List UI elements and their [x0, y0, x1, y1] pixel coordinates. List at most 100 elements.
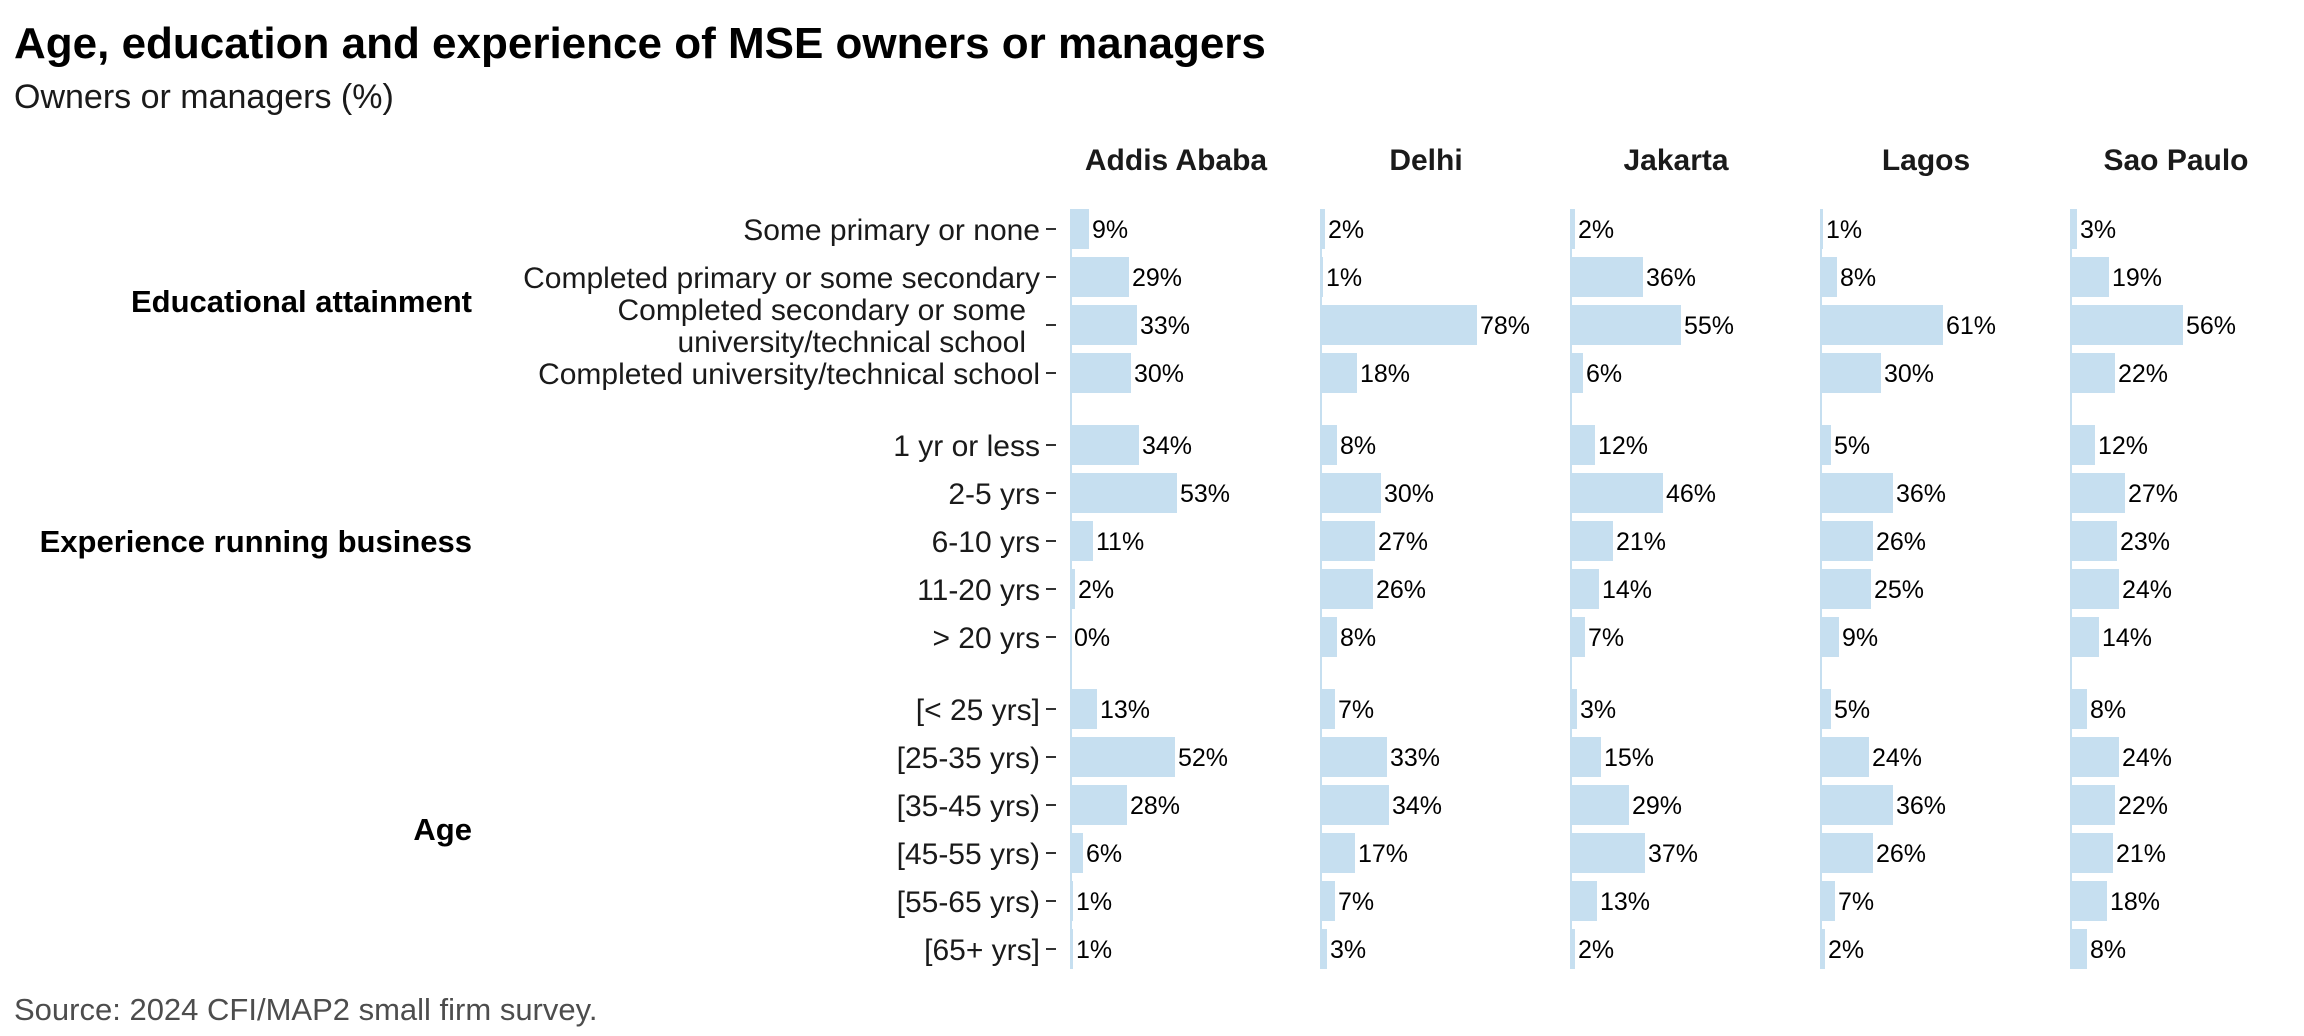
value-label: 9% — [1092, 216, 1128, 244]
bar — [1571, 425, 1595, 465]
bar — [1821, 473, 1893, 513]
bar — [1571, 521, 1613, 561]
value-label: 1% — [1076, 888, 1112, 916]
panel-title: Sao Paulo — [2103, 144, 2248, 177]
value-label: 52% — [1178, 744, 1228, 772]
bar — [2071, 209, 2077, 249]
chart-subtitle: Owners or managers (%) — [14, 78, 394, 116]
bar — [1321, 305, 1477, 345]
panel-title: Delhi — [1389, 144, 1462, 177]
bar — [2071, 425, 2095, 465]
bar — [1321, 209, 1325, 249]
bar — [1821, 785, 1893, 825]
value-label: 24% — [2122, 576, 2172, 604]
value-label: 13% — [1100, 696, 1150, 724]
bar — [1071, 425, 1139, 465]
value-label: 3% — [2080, 216, 2116, 244]
row-label: [< 25 yrs] — [916, 694, 1040, 727]
bar — [1821, 305, 1943, 345]
bar — [2071, 881, 2107, 921]
group-label: Educational attainment — [131, 284, 472, 319]
value-label: 36% — [1896, 792, 1946, 820]
bar — [2071, 689, 2087, 729]
value-label: 17% — [1358, 840, 1408, 868]
group-label: Experience running business — [40, 524, 472, 559]
value-label: 25% — [1874, 576, 1924, 604]
value-label: 27% — [2128, 480, 2178, 508]
bar — [1821, 929, 1825, 969]
value-label: 12% — [2098, 432, 2148, 460]
value-label: 29% — [1132, 264, 1182, 292]
bar — [1321, 833, 1355, 873]
panel-title: Lagos — [1882, 144, 1970, 177]
bar — [1071, 569, 1075, 609]
value-label: 5% — [1834, 432, 1870, 460]
value-label: 53% — [1180, 480, 1230, 508]
value-label: 15% — [1604, 744, 1654, 772]
value-label: 0% — [1074, 624, 1110, 652]
row-labels: Some primary or none Completed primary or… — [523, 214, 1056, 967]
value-label: 14% — [2102, 624, 2152, 652]
bar — [1571, 737, 1601, 777]
bar — [2071, 305, 2183, 345]
value-label: 2% — [1578, 936, 1614, 964]
group-label: Age — [413, 812, 472, 847]
value-label: 56% — [2186, 312, 2236, 340]
bar — [1821, 833, 1873, 873]
bar — [1071, 521, 1093, 561]
value-label: 26% — [1376, 576, 1426, 604]
bar — [1321, 569, 1373, 609]
value-label: 2% — [1828, 936, 1864, 964]
bar — [1571, 209, 1575, 249]
bar — [1071, 257, 1129, 297]
value-label: 1% — [1326, 264, 1362, 292]
value-label: 19% — [2112, 264, 2162, 292]
panel-titles: Addis Ababa Delhi Jakarta Lagos Sao Paulo — [1085, 144, 2249, 177]
value-label: 2% — [1578, 216, 1614, 244]
bar — [1321, 689, 1335, 729]
source-note: Source: 2024 CFI/MAP2 small firm survey. — [14, 992, 597, 1027]
bar — [2071, 929, 2087, 969]
value-label: 7% — [1838, 888, 1874, 916]
bar — [1571, 689, 1577, 729]
panel-title: Addis Ababa — [1085, 144, 1268, 177]
row-label: [65+ yrs] — [924, 934, 1040, 967]
value-label: 7% — [1338, 696, 1374, 724]
value-label: 37% — [1648, 840, 1698, 868]
bar — [1321, 617, 1337, 657]
value-label: 8% — [2090, 936, 2126, 964]
bar — [1071, 209, 1089, 249]
bar — [1571, 257, 1643, 297]
value-label: 61% — [1946, 312, 1996, 340]
bar — [1571, 353, 1583, 393]
value-label: 21% — [2116, 840, 2166, 868]
row-label: 6-10 yrs — [932, 526, 1040, 559]
value-label: 30% — [1884, 360, 1934, 388]
value-label: 33% — [1390, 744, 1440, 772]
value-label: 22% — [2118, 360, 2168, 388]
value-label: 8% — [1840, 264, 1876, 292]
value-label: 8% — [1340, 624, 1376, 652]
bar — [2071, 833, 2113, 873]
bar — [1071, 689, 1097, 729]
value-label: 12% — [1598, 432, 1648, 460]
bar — [1821, 521, 1873, 561]
bar — [1571, 473, 1663, 513]
value-label: 9% — [1842, 624, 1878, 652]
value-label: 7% — [1338, 888, 1374, 916]
bar — [1821, 569, 1871, 609]
value-label: 2% — [1078, 576, 1114, 604]
bar — [1071, 473, 1177, 513]
value-label: 14% — [1602, 576, 1652, 604]
value-label: 55% — [1684, 312, 1734, 340]
row-label: [35-45 yrs) — [897, 790, 1040, 823]
bar — [1321, 353, 1357, 393]
bar — [1821, 689, 1831, 729]
value-label: 2% — [1328, 216, 1364, 244]
bar — [1071, 353, 1131, 393]
value-label: 8% — [2090, 696, 2126, 724]
bar — [2071, 737, 2119, 777]
value-label: 7% — [1588, 624, 1624, 652]
bar — [2071, 521, 2117, 561]
